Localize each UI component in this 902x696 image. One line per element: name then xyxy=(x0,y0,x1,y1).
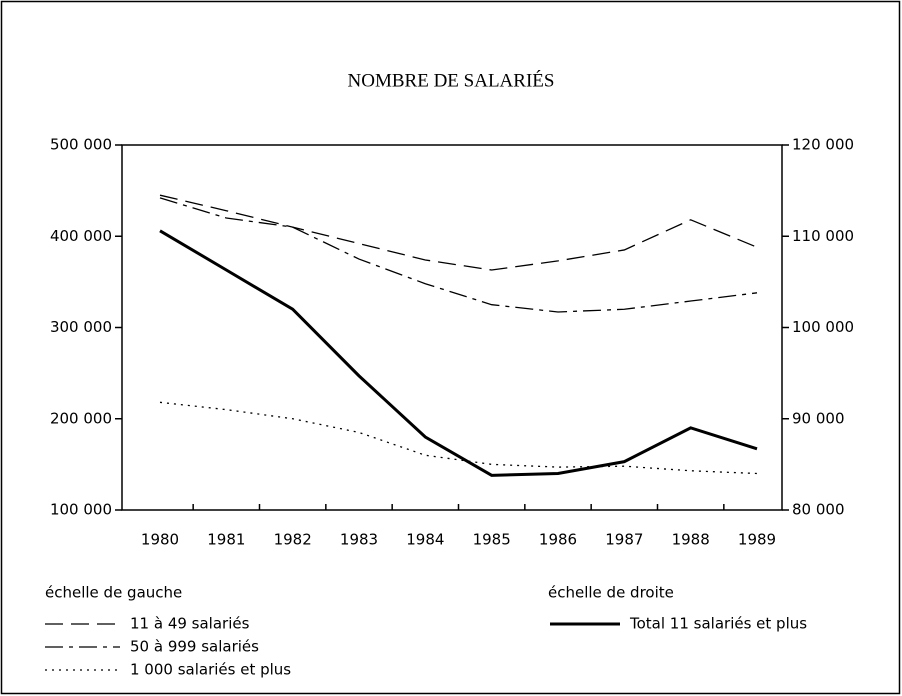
legend-label: 11 à 49 salariés xyxy=(130,615,250,633)
legend-label: 50 à 999 salariés xyxy=(130,638,259,656)
legend-title: échelle de gauche xyxy=(45,584,182,602)
y2-tick-label: 90 000 xyxy=(792,409,845,427)
y2-tick-label: 80 000 xyxy=(792,501,845,519)
x-tick-label: 1982 xyxy=(274,531,312,549)
x-tick-label: 1983 xyxy=(340,531,378,549)
x-tick-label: 1984 xyxy=(406,531,444,549)
y-tick-label: 200 000 xyxy=(50,409,112,427)
series-line xyxy=(159,194,758,271)
x-tick-label: 1988 xyxy=(672,531,710,549)
y-tick-label: 400 000 xyxy=(50,227,112,245)
x-tick-label: 1985 xyxy=(473,531,511,549)
x-tick-label: 1981 xyxy=(207,531,245,549)
x-tick-label: 1986 xyxy=(539,531,577,549)
y2-tick-label: 110 000 xyxy=(792,227,854,245)
series-line xyxy=(159,401,758,475)
y-tick-label: 300 000 xyxy=(50,318,112,336)
legend-label: Total 11 salariés et plus xyxy=(629,615,807,633)
y2-tick-label: 100 000 xyxy=(792,318,854,336)
y-tick-label: 100 000 xyxy=(50,501,112,519)
chart-title: NOMBRE DE SALARIÉS xyxy=(348,69,555,91)
y2-tick-label: 120 000 xyxy=(792,136,854,154)
legend-label: 1 000 salariés et plus xyxy=(130,661,291,679)
x-tick-label: 1989 xyxy=(738,531,776,549)
plot-area xyxy=(121,144,783,511)
legend-title: échelle de droite xyxy=(548,584,674,602)
x-tick-label: 1980 xyxy=(141,531,179,549)
series-line xyxy=(159,229,758,477)
x-tick-label: 1987 xyxy=(605,531,643,549)
y-tick-label: 500 000 xyxy=(50,136,112,154)
series-line xyxy=(159,197,758,313)
